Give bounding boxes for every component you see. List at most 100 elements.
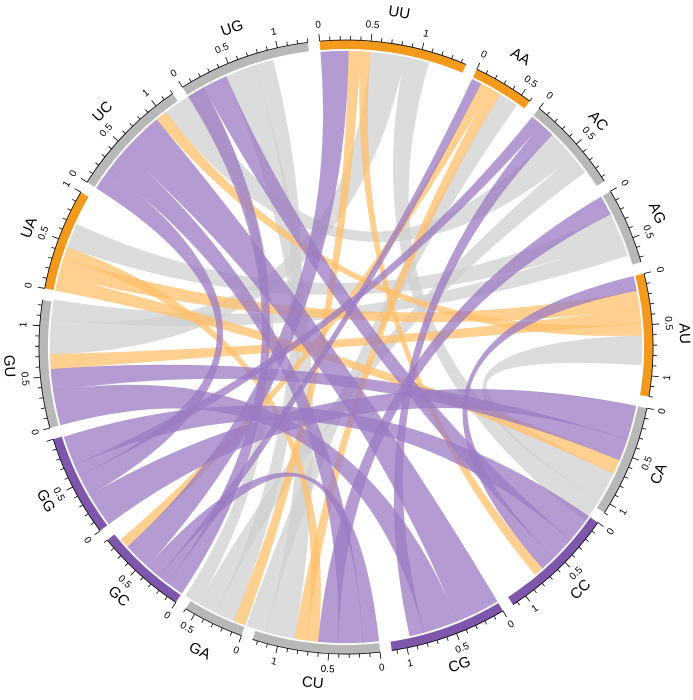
tick-mark — [170, 90, 172, 93]
tick-mark — [221, 628, 223, 632]
tick-label: 1 — [270, 26, 278, 38]
tick-mark — [95, 163, 98, 165]
tick-mark — [184, 609, 186, 612]
tick-label: 0 — [605, 526, 617, 537]
tick-mark — [246, 52, 247, 56]
tick-mark — [542, 583, 545, 586]
ribbon-layer — [50, 51, 642, 643]
tick-mark — [611, 188, 617, 192]
tick-mark — [432, 48, 433, 52]
tick-mark — [43, 428, 50, 430]
tick-mark — [230, 632, 231, 636]
tick-label: 0 — [231, 645, 240, 657]
tick-mark — [650, 303, 654, 304]
tick-mark — [442, 52, 443, 56]
tick-label: 1 — [141, 87, 153, 99]
tick-mark — [239, 636, 241, 643]
tick-mark — [211, 624, 213, 628]
tick-label: 0.5 — [36, 224, 51, 241]
tick-mark — [427, 643, 428, 647]
tick-mark — [102, 154, 105, 156]
tick-mark — [652, 324, 659, 325]
tick-mark — [604, 513, 607, 515]
tick-mark — [148, 584, 151, 587]
tick-mark — [624, 477, 628, 479]
tick-mark — [628, 467, 632, 469]
tick-mark — [51, 247, 55, 248]
tick-mark — [517, 602, 519, 605]
tick-label: 0 — [379, 662, 386, 674]
tick-mark — [592, 531, 595, 533]
tick-mark — [47, 439, 54, 441]
sector-label-cc: CC — [567, 576, 595, 603]
tick-mark — [140, 577, 143, 580]
tick-mark — [646, 283, 650, 284]
tick-mark — [256, 49, 257, 53]
tick-mark — [610, 504, 616, 508]
tick-mark — [43, 418, 47, 419]
tick-mark — [165, 597, 167, 600]
tick-label: 0 — [81, 535, 93, 546]
tick-mark — [65, 478, 69, 480]
tick-mark — [476, 625, 478, 629]
tick-mark — [91, 522, 94, 524]
tick-mark — [486, 70, 488, 74]
tick-mark — [620, 486, 624, 488]
sector-label-uc: UC — [89, 98, 116, 126]
tick-mark — [287, 42, 288, 46]
tick-label: 0 — [543, 90, 555, 102]
tick-mark — [118, 556, 121, 559]
sector-label-ug: UG — [219, 16, 246, 40]
tick-label: 0 — [618, 178, 631, 189]
tick-mark — [645, 418, 649, 419]
tick-mark — [52, 236, 59, 238]
tick-label: 0 — [67, 168, 80, 179]
tick-mark — [38, 305, 42, 306]
tick-mark — [650, 386, 654, 387]
tick-mark — [179, 81, 183, 87]
tick-mark — [466, 630, 468, 634]
tick-mark — [371, 34, 372, 41]
tick-label: 1 — [270, 656, 278, 668]
tick-mark — [189, 78, 191, 81]
tick-mark — [640, 256, 644, 257]
tick-mark — [530, 98, 532, 101]
tick-mark — [417, 646, 418, 650]
tick-mark — [601, 175, 604, 177]
sector-label-aa: AA — [507, 44, 533, 69]
tick-mark — [534, 590, 536, 593]
tick-mark — [67, 209, 71, 211]
tick-mark — [494, 616, 496, 620]
tick-mark — [648, 293, 652, 294]
tick-label: 1 — [530, 603, 541, 615]
tick-mark — [402, 41, 403, 45]
tick-label: 1 — [422, 28, 431, 40]
tick-label: 0.5 — [320, 664, 335, 676]
tick-mark — [412, 43, 413, 47]
tick-mark — [152, 100, 156, 105]
sector-label-ga: GA — [186, 639, 213, 664]
tick-mark — [397, 650, 398, 654]
tick-mark — [539, 103, 543, 108]
tick-mark — [191, 614, 194, 620]
tick-mark — [266, 46, 267, 50]
tick-mark — [422, 43, 424, 50]
tick-mark — [569, 134, 572, 137]
tick-label: 1 — [406, 658, 414, 670]
tick-mark — [94, 531, 100, 535]
tick-mark — [585, 539, 588, 542]
tick-mark — [649, 397, 653, 398]
tick-mark — [48, 257, 52, 258]
tick-mark — [457, 633, 460, 640]
tick-mark — [85, 514, 88, 516]
tick-mark — [276, 41, 278, 48]
tick-mark — [647, 408, 654, 409]
tick-label: 1 — [18, 321, 29, 328]
tick-mark — [461, 59, 463, 63]
tick-mark — [53, 449, 57, 450]
tick-mark — [104, 540, 107, 543]
tick-mark — [108, 146, 111, 149]
tick-mark — [576, 139, 581, 144]
